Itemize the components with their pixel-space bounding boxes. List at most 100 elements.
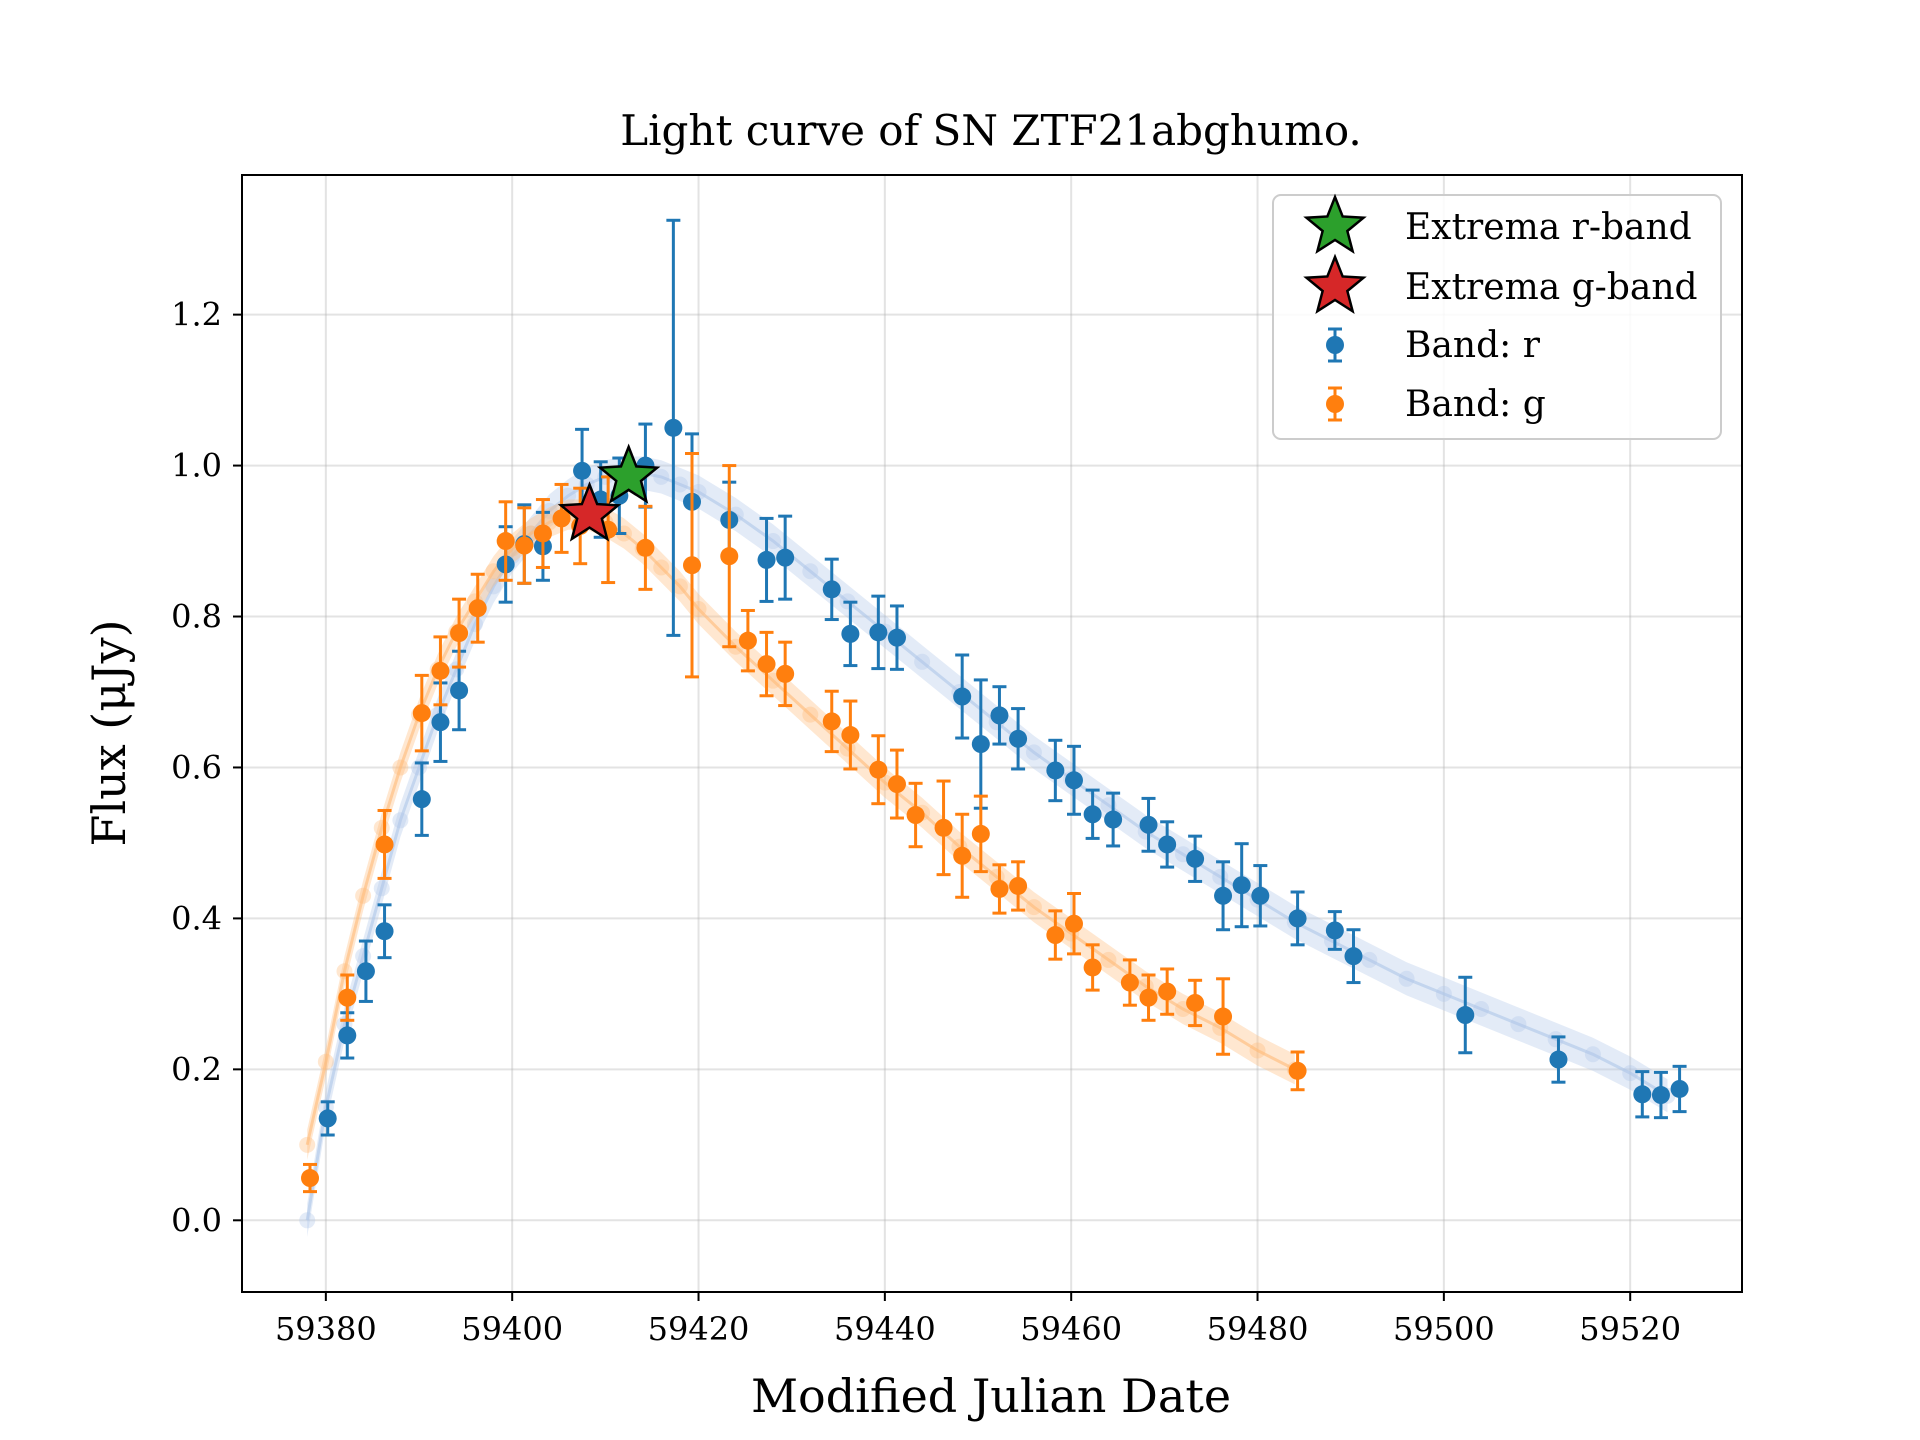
data-point-r — [990, 685, 1009, 746]
data-point-r — [1139, 796, 1158, 853]
point-marker — [1009, 729, 1028, 748]
point-marker — [412, 790, 431, 809]
x-axis-ticks: 59380 59400 59420 59440 59460 59480 59500 59520 — [275, 1292, 1681, 1348]
data-point-r — [1670, 1064, 1689, 1114]
data-point-g — [1120, 958, 1139, 1007]
data-point-g — [412, 673, 431, 753]
point-marker — [841, 624, 860, 643]
point-marker — [338, 1026, 357, 1045]
point-marker — [990, 706, 1009, 725]
point-marker — [375, 922, 394, 941]
point-marker — [1670, 1079, 1689, 1098]
point-marker — [990, 879, 1009, 898]
legend-star-marker — [1303, 193, 1367, 255]
fit-point-r — [392, 812, 409, 829]
data-point-g — [720, 464, 739, 649]
point-marker — [1186, 849, 1205, 868]
x-tick-label: 59440 — [834, 1310, 936, 1348]
data-point-r — [869, 594, 888, 671]
data-point-r — [822, 557, 841, 622]
x-tick-label: 59520 — [1579, 1310, 1681, 1348]
fit-point-r — [448, 661, 465, 678]
point-marker — [776, 664, 795, 683]
point-marker — [822, 580, 841, 599]
fit-point-r — [1547, 1031, 1564, 1048]
data-point-r — [1456, 975, 1475, 1055]
data-point-r — [1251, 864, 1270, 928]
data-point-g — [1288, 1050, 1307, 1092]
point-marker — [1633, 1085, 1652, 1104]
point-marker — [683, 556, 701, 575]
data-point-r — [1633, 1070, 1652, 1119]
point-marker — [1288, 909, 1307, 928]
legend-label: Extrema g-band — [1405, 267, 1698, 308]
data-point-r — [757, 516, 776, 603]
point-marker — [822, 712, 841, 731]
point-marker — [1158, 835, 1177, 854]
data-point-r — [1325, 910, 1344, 951]
point-marker — [887, 775, 906, 794]
data-point-r — [356, 939, 375, 1003]
data-point-g — [1083, 943, 1102, 992]
x-tick-label: 59460 — [1020, 1310, 1122, 1348]
fit-point-g — [690, 600, 707, 617]
point-marker — [496, 532, 515, 551]
point-marker — [1009, 876, 1028, 895]
point-marker — [636, 538, 655, 557]
point-marker — [1064, 771, 1083, 790]
data-point-r — [1104, 791, 1123, 848]
fit-point-r — [1584, 1046, 1601, 1063]
point-marker — [1325, 921, 1344, 940]
point-marker — [431, 661, 450, 680]
data-point-g — [338, 973, 357, 1022]
data-point-g — [1046, 909, 1065, 961]
fit-point-r — [914, 653, 931, 670]
point-marker — [338, 988, 357, 1007]
data-point-g — [533, 498, 552, 569]
point-marker — [450, 624, 469, 643]
y-tick-label: 0.2 — [171, 1050, 222, 1088]
fit-point-g — [671, 578, 688, 595]
point-marker — [450, 681, 469, 700]
data-point-g — [934, 779, 953, 877]
data-point-g — [1158, 967, 1177, 1016]
point-marker — [1288, 1061, 1307, 1080]
data-point-g — [971, 794, 990, 874]
x-axis-label: Modified Julian Date — [751, 1369, 1231, 1423]
fit-point-r — [1212, 868, 1229, 885]
legend-point-marker — [1326, 336, 1344, 354]
chart-title: Light curve of SN ZTF21abghumo. — [620, 106, 1362, 155]
x-tick-label: 59400 — [461, 1310, 563, 1348]
point-marker — [738, 631, 757, 650]
fit-point-g — [336, 963, 353, 980]
point-marker — [953, 846, 972, 865]
point-marker — [971, 735, 990, 754]
data-point-r — [1344, 928, 1363, 985]
x-tick-label: 59500 — [1393, 1310, 1495, 1348]
data-point-r — [953, 653, 972, 740]
data-point-r — [1046, 738, 1065, 803]
point-marker — [515, 536, 534, 555]
point-marker — [776, 548, 795, 567]
data-point-r — [1651, 1070, 1670, 1120]
data-point-r — [412, 761, 431, 837]
data-point-r — [1158, 820, 1177, 869]
point-marker — [1083, 958, 1102, 977]
point-marker — [869, 623, 888, 642]
point-marker — [412, 704, 431, 723]
fit-point-g — [317, 1053, 334, 1070]
data-point-g — [431, 635, 450, 707]
fit-point-g — [1100, 951, 1117, 968]
fit-point-r — [355, 948, 372, 965]
point-marker — [757, 550, 776, 569]
point-marker — [953, 687, 972, 706]
legend-item: Extrema r-band — [1303, 193, 1692, 255]
y-tick-label: 1.0 — [171, 447, 222, 485]
point-marker — [573, 461, 592, 480]
fit-point-r — [299, 1212, 316, 1229]
fit-point-r — [560, 487, 577, 504]
data-point-g — [636, 504, 655, 591]
data-point-g — [683, 451, 701, 679]
point-marker — [720, 547, 739, 566]
point-marker — [906, 806, 925, 825]
